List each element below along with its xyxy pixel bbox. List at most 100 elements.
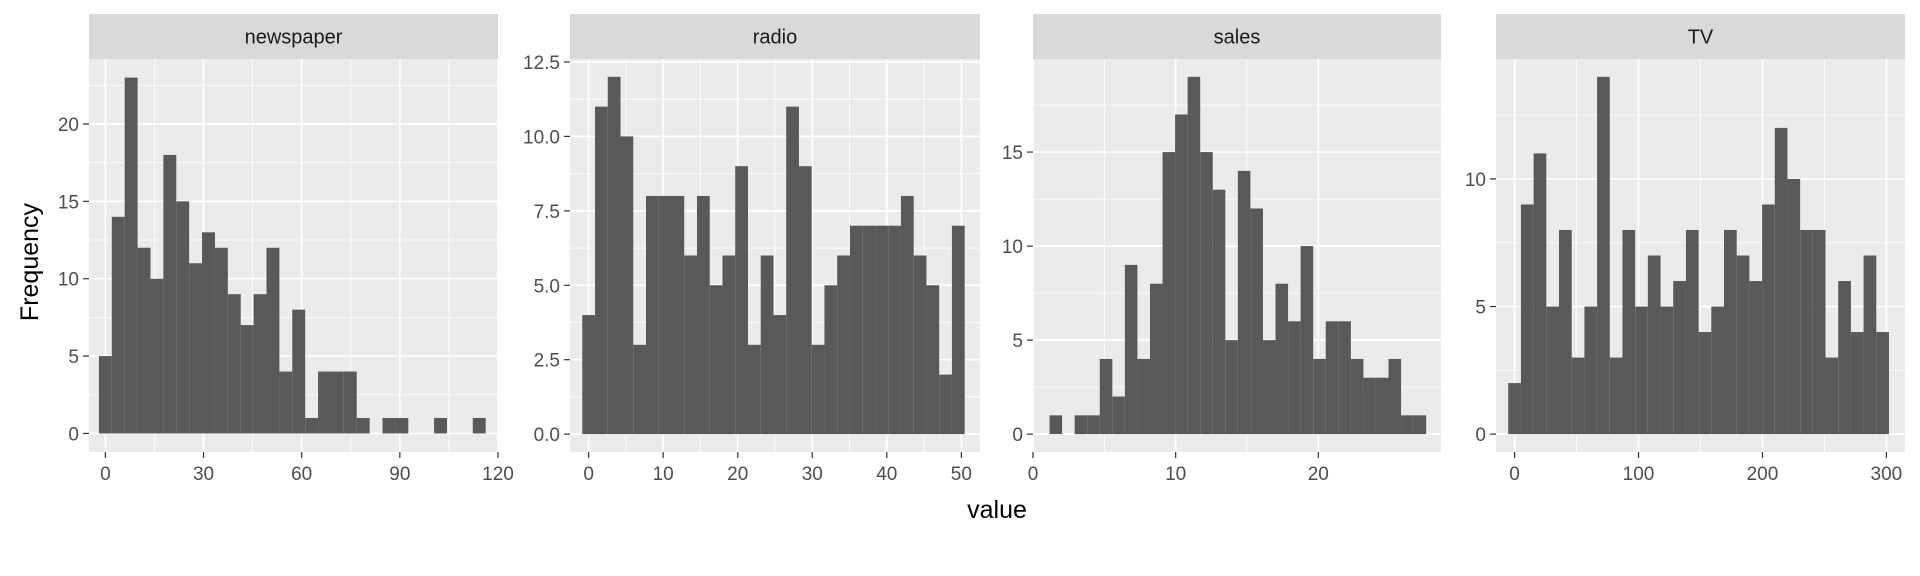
histogram-bar (434, 417, 447, 434)
histogram-bar (1375, 377, 1389, 435)
histogram-bar (1838, 281, 1851, 435)
histogram-bars (98, 77, 486, 434)
histogram-bar (1609, 357, 1623, 435)
x-tick-label: 0 (100, 464, 111, 485)
histogram-bar (1520, 204, 1534, 435)
histogram-bar (1137, 358, 1150, 435)
histogram-bar (1508, 383, 1521, 435)
histogram-bar (1812, 229, 1826, 435)
histogram-bar (1275, 283, 1289, 435)
histogram-bar (189, 263, 203, 434)
y-tick-label: 5 (1475, 298, 1486, 319)
y-tick-label: 5 (1012, 331, 1023, 352)
histogram-bar (1698, 332, 1712, 435)
histogram-bar (176, 201, 190, 434)
histogram-bar (111, 216, 125, 434)
histogram-bar (671, 195, 685, 435)
y-tick-label: 0.0 (534, 425, 560, 446)
histogram-bar (292, 309, 306, 434)
histogram-bar (786, 106, 799, 435)
histogram-bar (318, 371, 331, 434)
histogram-bar (356, 417, 370, 434)
histogram-bar (1250, 208, 1263, 435)
histogram-bar (1325, 321, 1339, 435)
histogram-bar (1559, 229, 1572, 435)
facet-panel-tv: TV 0 100 200 300 0 5 10 (1465, 14, 1905, 485)
histogram-bar (1774, 127, 1788, 435)
histogram-bar (1200, 152, 1213, 435)
histogram-bar (1149, 283, 1163, 435)
x-tick-label: 120 (482, 464, 514, 485)
histogram-bar (747, 344, 761, 435)
x-axis-title: value (967, 496, 1027, 524)
histogram-bar (1413, 415, 1427, 435)
histogram-bar (1313, 358, 1326, 435)
histogram-bar (395, 417, 409, 434)
histogram-bar (939, 374, 952, 435)
histogram-bar (1533, 153, 1547, 435)
histogram-bar (900, 195, 914, 435)
histogram-bar (620, 136, 634, 435)
y-tick-label: 2.5 (534, 351, 560, 372)
histogram-bar (1225, 340, 1238, 435)
histogram-bar (1673, 281, 1686, 435)
facet-strip (89, 14, 498, 59)
histogram-bar (1546, 306, 1560, 435)
histogram-bar (1622, 229, 1636, 435)
histogram-bar (1863, 255, 1877, 435)
histogram-bar (1787, 178, 1801, 435)
y-axis-title: Frequency (16, 202, 44, 321)
histogram-bar (1212, 189, 1226, 435)
histogram-bar (137, 247, 151, 434)
y-tick-label: 5 (68, 347, 79, 368)
histogram-bar (1187, 76, 1201, 435)
histogram-bar (760, 255, 774, 435)
histogram-bar (240, 325, 254, 434)
histogram-bar (1112, 396, 1125, 435)
histogram-bar (1350, 358, 1364, 435)
histogram-bars (1508, 76, 1889, 435)
histogram-bar (1338, 321, 1351, 435)
y-tick-label: 0 (1475, 425, 1486, 446)
facet-strip-label: sales (1214, 27, 1261, 49)
histogram-bar (582, 315, 596, 435)
histogram-bar (343, 371, 357, 434)
facet-strip-label: newspaper (245, 27, 343, 49)
histogram-bar (1571, 357, 1585, 435)
histogram-bar (382, 417, 396, 434)
histogram-bar (1237, 170, 1251, 435)
histogram-bar (1363, 377, 1376, 435)
histogram-bar (722, 255, 736, 435)
y-tick-label: 20 (58, 115, 79, 136)
histogram-bar (1736, 255, 1750, 435)
facet-strip (570, 14, 980, 59)
y-tick-label: 12.5 (523, 53, 560, 74)
histogram-bar (253, 294, 267, 434)
x-tick-label: 20 (727, 464, 748, 485)
histogram-bar (227, 294, 241, 434)
histogram-bar (696, 195, 710, 435)
histogram-bar (1087, 415, 1100, 435)
facet-strip-label: TV (1688, 27, 1714, 49)
histogram-bar (926, 285, 940, 435)
x-tick-label: 0 (1509, 464, 1520, 485)
histogram-bar (1401, 415, 1414, 435)
histogram-bar (913, 255, 927, 435)
histogram-bar (849, 225, 863, 435)
histogram-bar (124, 77, 138, 434)
x-tick-label: 40 (876, 464, 897, 485)
histogram-bar (607, 76, 621, 435)
x-tick-label: 90 (389, 464, 410, 485)
histogram-bar (163, 154, 177, 434)
y-tick-label: 0 (68, 424, 79, 445)
y-tick-label: 10 (1465, 170, 1486, 191)
histogram-bar (150, 278, 164, 434)
histogram-bar (1388, 358, 1402, 435)
histogram-bar (1635, 306, 1648, 435)
histogram-bar (875, 225, 889, 435)
y-tick-label: 15 (58, 192, 79, 213)
histogram-bar (595, 106, 608, 435)
histogram-bar (1074, 415, 1088, 435)
x-tick-label: 0 (1028, 464, 1039, 485)
histogram-bar (1800, 229, 1813, 435)
